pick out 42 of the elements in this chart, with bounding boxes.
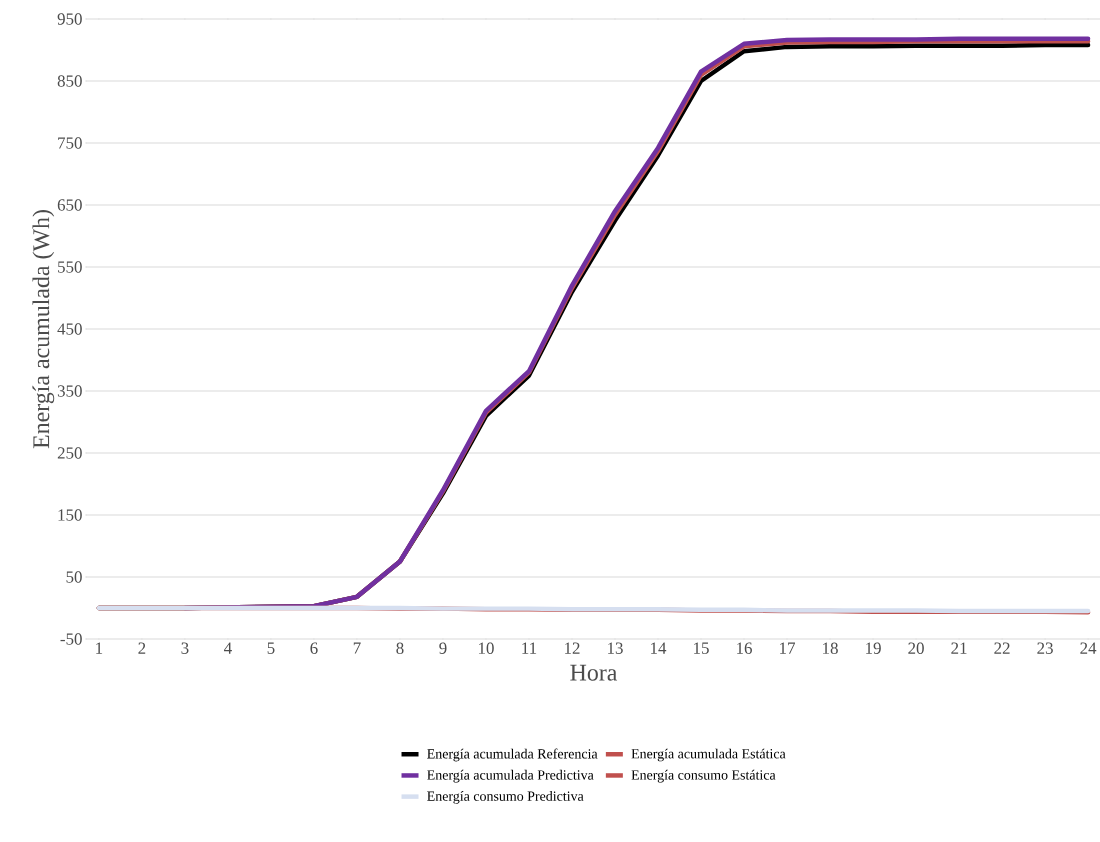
x-tick-label: 5 bbox=[267, 642, 275, 654]
y-tick-label: 350 bbox=[57, 385, 82, 397]
y-tick-label: 250 bbox=[57, 447, 82, 459]
x-tick-label: 16 bbox=[737, 642, 752, 654]
x-tick-label: 20 bbox=[908, 642, 924, 654]
y-tick-label: -50 bbox=[60, 633, 82, 645]
x-tick-label: 19 bbox=[866, 642, 881, 654]
y-tick-label: 550 bbox=[58, 261, 82, 273]
x-tick-label: 23 bbox=[1037, 642, 1053, 654]
x-tick-label: 13 bbox=[608, 642, 623, 654]
y-tick-label: 950 bbox=[57, 13, 82, 25]
y-tick-label: 650 bbox=[57, 199, 82, 211]
x-tick-label: 22 bbox=[994, 642, 1010, 654]
legend-label: Energía acumulada Estática bbox=[631, 748, 786, 762]
y-tick-label: 150 bbox=[58, 509, 82, 521]
y-tick-label: 50 bbox=[66, 571, 82, 583]
y-tick-label: 750 bbox=[58, 137, 82, 149]
x-tick-label: 11 bbox=[522, 642, 537, 654]
x-tick-label: 17 bbox=[780, 642, 796, 654]
x-tick-label: 24 bbox=[1080, 642, 1097, 654]
x-axis-title: Hora bbox=[570, 664, 618, 681]
x-tick-label: 2 bbox=[138, 642, 146, 654]
x-tick-label: 4 bbox=[224, 642, 232, 654]
y-tick-label: 450 bbox=[57, 323, 82, 335]
x-tick-label: 7 bbox=[353, 642, 361, 654]
legend-label: Energía acumulada Predictiva bbox=[427, 769, 594, 783]
x-tick-label: 3 bbox=[181, 642, 189, 654]
x-tick-label: 18 bbox=[823, 642, 838, 654]
legend-label: Energía acumulada Referencia bbox=[427, 748, 598, 762]
y-axis-title: Energía acumulada (Wh) bbox=[32, 210, 55, 449]
legend-label: Energía consumo Estática bbox=[631, 769, 776, 783]
x-tick-label: 1 bbox=[96, 642, 103, 654]
x-tick-label: 9 bbox=[439, 642, 447, 654]
legend-label: Energía consumo Predictiva bbox=[427, 791, 584, 804]
x-tick-label: 14 bbox=[651, 642, 667, 654]
x-tick-label: 10 bbox=[478, 642, 494, 654]
x-tick-label: 6 bbox=[310, 642, 318, 654]
x-tick-label: 12 bbox=[565, 642, 580, 654]
x-tick-label: 8 bbox=[396, 642, 404, 654]
y-tick-label: 850 bbox=[57, 75, 82, 87]
x-tick-label: 15 bbox=[694, 642, 709, 654]
x-tick-label: 21 bbox=[951, 642, 967, 654]
